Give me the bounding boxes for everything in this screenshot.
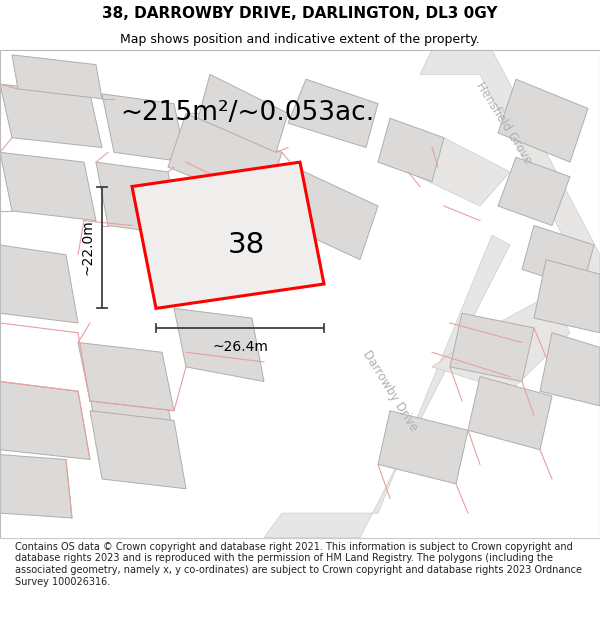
Polygon shape xyxy=(288,79,378,148)
Polygon shape xyxy=(132,162,324,308)
Polygon shape xyxy=(0,152,96,221)
Polygon shape xyxy=(468,377,552,450)
Text: ~22.0m: ~22.0m xyxy=(81,219,95,275)
Text: 38, DARROWBY DRIVE, DARLINGTON, DL3 0GY: 38, DARROWBY DRIVE, DARLINGTON, DL3 0GY xyxy=(102,6,498,21)
Polygon shape xyxy=(168,113,282,206)
Polygon shape xyxy=(534,259,600,332)
Polygon shape xyxy=(450,313,534,381)
Polygon shape xyxy=(378,411,468,484)
Polygon shape xyxy=(276,167,378,259)
Text: Map shows position and indicative extent of the property.: Map shows position and indicative extent… xyxy=(120,34,480,46)
Polygon shape xyxy=(174,308,264,381)
Polygon shape xyxy=(498,79,588,162)
Polygon shape xyxy=(420,50,600,308)
Polygon shape xyxy=(0,245,78,323)
Polygon shape xyxy=(198,74,288,152)
Bar xyxy=(0,50,600,538)
Polygon shape xyxy=(102,94,186,162)
Polygon shape xyxy=(78,342,174,411)
Polygon shape xyxy=(522,226,594,289)
Polygon shape xyxy=(96,162,180,235)
Text: Darrowby Drive: Darrowby Drive xyxy=(360,349,420,434)
Polygon shape xyxy=(498,158,570,226)
Polygon shape xyxy=(432,294,570,391)
Text: Hensfield Grove: Hensfield Grove xyxy=(473,80,535,166)
Polygon shape xyxy=(90,396,180,474)
Polygon shape xyxy=(90,411,186,489)
Text: Contains OS data © Crown copyright and database right 2021. This information is : Contains OS data © Crown copyright and d… xyxy=(15,542,582,587)
Polygon shape xyxy=(264,235,510,538)
Polygon shape xyxy=(0,84,102,148)
Text: 38: 38 xyxy=(227,231,265,259)
Polygon shape xyxy=(0,381,90,459)
Text: ~215m²/~0.053ac.: ~215m²/~0.053ac. xyxy=(120,101,374,126)
Polygon shape xyxy=(0,454,72,518)
Polygon shape xyxy=(378,118,444,182)
Polygon shape xyxy=(408,138,510,206)
Text: ~26.4m: ~26.4m xyxy=(212,340,268,354)
Polygon shape xyxy=(540,332,600,406)
Polygon shape xyxy=(12,55,102,99)
